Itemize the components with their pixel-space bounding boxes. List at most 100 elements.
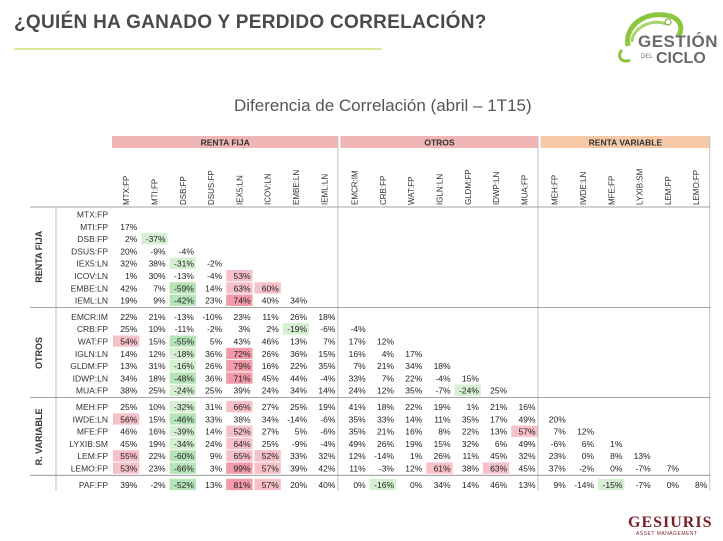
cell-value: 12% (405, 464, 422, 474)
cell-value: -7% (435, 386, 451, 396)
cell-value: 26% (290, 312, 307, 322)
cell-value: 52% (262, 451, 279, 461)
cell-value: 14% (205, 283, 222, 293)
cell-highlight (454, 384, 481, 396)
cell-value: 11% (349, 464, 366, 474)
cell-value: 57% (518, 427, 535, 437)
cell-value: 55% (120, 451, 137, 461)
cell-value: -2% (207, 324, 223, 334)
cell-value: 34% (405, 361, 422, 371)
cell-value: -2% (579, 464, 595, 474)
cell-value: 20% (120, 246, 137, 256)
cell-value: 44% (290, 373, 307, 383)
cell-value: 7% (153, 283, 166, 293)
cell-value: -16% (174, 361, 194, 371)
cell-value: -24% (174, 386, 194, 396)
cell-value: 26% (262, 349, 279, 359)
cell-value: 25% (262, 439, 279, 449)
cell-highlight (254, 462, 281, 474)
row-label: MUA:FP (76, 386, 108, 396)
cell-value: -34% (174, 439, 194, 449)
cell-value: 36% (205, 349, 222, 359)
cell-highlight (169, 372, 196, 384)
cell-highlight (169, 335, 196, 347)
cell-value: 13% (205, 480, 222, 490)
cell-value: 6% (582, 439, 595, 449)
chart-title: Diferencia de Correlación (abril – 1T15) (234, 96, 532, 115)
cell-value: 5% (295, 427, 308, 437)
column-label: WAT:FP (407, 177, 416, 205)
brand-del: DEL (641, 54, 653, 60)
cell-value: -18% (174, 349, 194, 359)
row-label: IDWP:LN (73, 373, 108, 383)
cell-value: -9% (150, 246, 166, 256)
cell-value: 11% (262, 312, 279, 322)
row-label: GLDM:FP (70, 361, 108, 371)
cell-highlight (169, 437, 196, 450)
cell-highlight (226, 282, 253, 294)
row-label: IEML:LN (75, 296, 108, 306)
cell-value: 24% (262, 386, 279, 396)
cell-value: 39% (120, 480, 137, 490)
cell-value: 16% (405, 427, 422, 437)
cell-value: -6% (320, 414, 336, 424)
cell-value: 25% (120, 324, 137, 334)
cell-value: -48% (174, 373, 194, 383)
column-label: LEMO:FP (692, 170, 701, 205)
cell-value: 25% (149, 386, 166, 396)
footer-logo-sub: ASSET MANAGEMENT (636, 531, 698, 537)
cell-value: 36% (205, 373, 222, 383)
cell-value: 7% (353, 361, 366, 371)
cell-value: 34% (434, 480, 451, 490)
column-label: LEM:FP (664, 176, 673, 205)
cell-highlight (226, 347, 253, 360)
cell-value: 42% (120, 283, 137, 293)
cell-value: 49% (518, 439, 535, 449)
cell-value: -60% (174, 451, 194, 461)
cell-highlight (282, 323, 310, 335)
cell-value: 13% (634, 451, 651, 461)
cell-value: 60% (262, 283, 279, 293)
cell-value: -4% (207, 271, 223, 281)
cell-value: 22% (405, 373, 422, 383)
cell-value: 15% (318, 349, 335, 359)
row-label: MEH:FP (76, 402, 108, 412)
cell-value: 20% (549, 414, 566, 424)
cell-value: 7% (323, 337, 336, 347)
cell-value: 38% (149, 259, 166, 269)
cell-value: 19% (318, 402, 335, 412)
cell-highlight (226, 462, 253, 474)
cell-value: 66% (233, 402, 250, 412)
cell-value: 10% (149, 324, 166, 334)
row-label: PAF:FP (79, 480, 108, 490)
cell-value: -4% (320, 373, 336, 383)
cell-value: 42% (318, 464, 335, 474)
cell-value: 16% (518, 402, 535, 412)
cell-value: -46% (174, 414, 194, 424)
cell-value: 1% (410, 451, 423, 461)
row-label: DSUS:FP (71, 246, 108, 256)
cell-value: -2% (150, 480, 166, 490)
cell-value: 2% (267, 324, 280, 334)
cell-value: 25% (120, 402, 137, 412)
cell-value: 79% (233, 361, 250, 371)
cell-value: 26% (434, 451, 451, 461)
cell-highlight (511, 425, 538, 437)
cell-highlight (254, 450, 281, 462)
column-label: DSUS:FP (207, 170, 216, 205)
cell-value: 19% (120, 296, 137, 306)
cell-value: 13% (490, 427, 507, 437)
cell-highlight (226, 437, 253, 450)
cell-value: 32% (120, 259, 137, 269)
cell-value: 4% (382, 349, 395, 359)
cell-value: 33% (377, 414, 394, 424)
cell-value: 23% (149, 464, 166, 474)
cell-highlight (169, 425, 196, 437)
cell-value: 12% (149, 349, 166, 359)
cell-value: 17% (120, 222, 137, 232)
cell-value: -52% (174, 480, 194, 490)
cell-value: -13% (174, 312, 194, 322)
cell-value: 81% (233, 480, 250, 490)
cell-value: 0% (410, 480, 423, 490)
cell-value: 22% (120, 312, 137, 322)
